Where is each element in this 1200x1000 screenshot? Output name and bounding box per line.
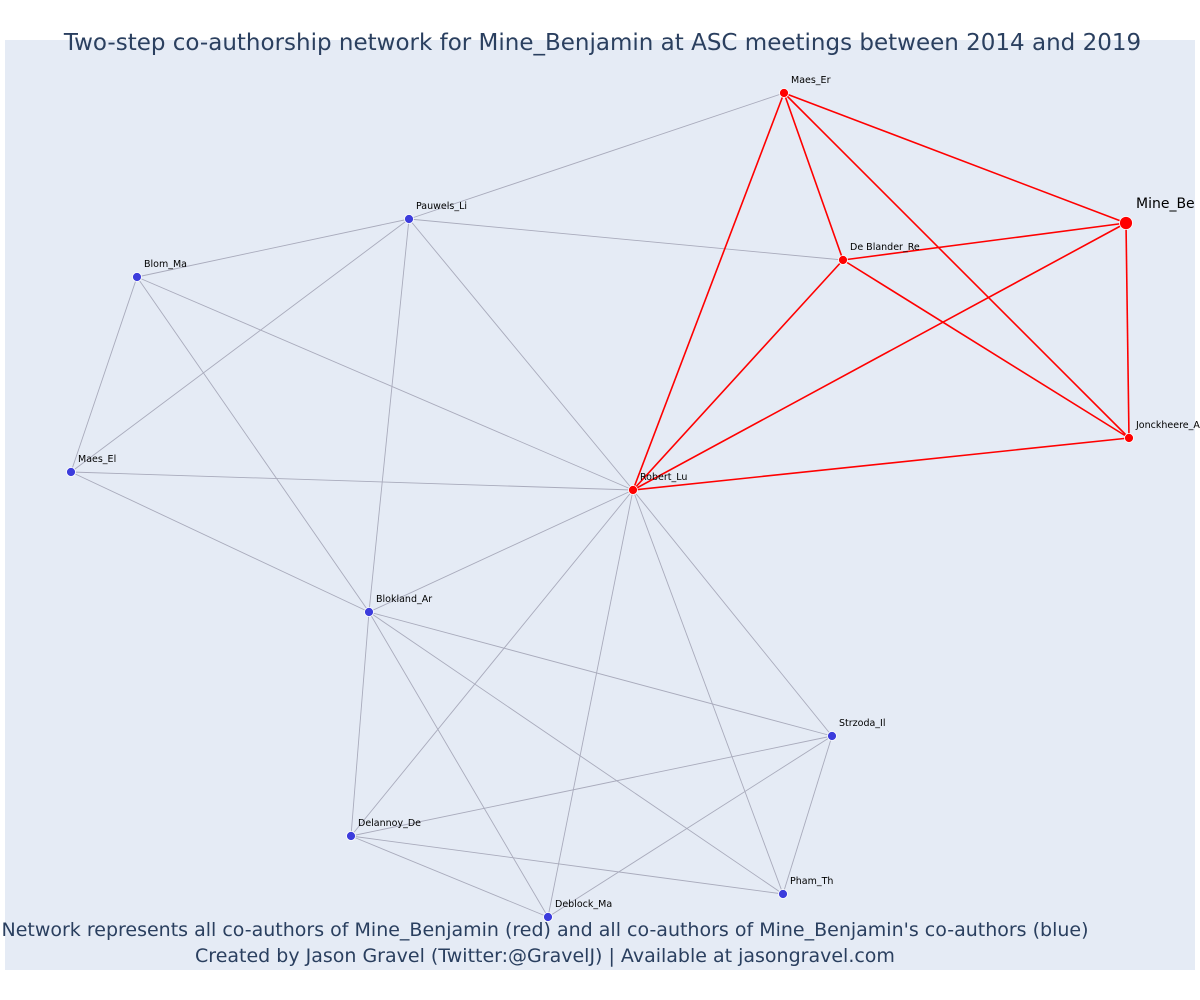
node-label-maes-er: Maes_Er [791, 75, 831, 86]
node-label-robert-lu: Robert_Lu [640, 472, 687, 483]
edge-pauwels-li-robert-lu [408, 218, 634, 491]
edge-pauwels-li-de-blander-re [408, 218, 844, 261]
node-label-mine-benjamin: Mine_Be [1136, 196, 1195, 212]
edge-maes-er-mine-benjamin [783, 92, 1127, 224]
caption-credit: Created by Jason Gravel (Twitter:@Gravel… [195, 945, 895, 967]
edge-mine-benjamin-jonckheere-a [1125, 222, 1130, 439]
edge-de-blander-re-mine-benjamin [842, 222, 1127, 261]
edge-de-blander-re-robert-lu [632, 259, 844, 491]
node-label-pauwels-li: Pauwels_Li [416, 201, 467, 212]
node-blokland-ar[interactable] [364, 607, 374, 617]
edge-maes-er-pauwels-li [408, 92, 785, 220]
edge-maes-er-de-blander-re [783, 92, 844, 261]
node-label-blokland-ar: Blokland_Ar [376, 594, 432, 605]
node-strzoda-il[interactable] [827, 731, 837, 741]
node-blom-ma[interactable] [132, 272, 142, 282]
edge-strzoda-il-pham-th [782, 735, 833, 895]
edge-blom-ma-blokland-ar [136, 276, 370, 613]
node-label-delannoy-de: Delannoy_De [358, 818, 421, 829]
node-maes-el[interactable] [66, 467, 76, 477]
node-label-strzoda-il: Strzoda_Il [839, 718, 886, 729]
edge-delannoy-de-deblock-ma [350, 835, 549, 918]
edge-maes-el-blokland-ar [70, 471, 370, 613]
node-maes-er[interactable] [779, 88, 789, 98]
node-robert-lu[interactable] [628, 485, 638, 495]
node-de-blander-re[interactable] [838, 255, 848, 265]
edge-robert-lu-pham-th [632, 489, 784, 895]
edge-blom-ma-robert-lu [136, 276, 634, 491]
chart-title: Two-step co-authorship network for Mine_… [63, 30, 1142, 56]
node-label-de-blander-re: De Blander_Re [850, 242, 920, 253]
edge-maes-er-robert-lu [632, 92, 785, 491]
edge-strzoda-il-deblock-ma [547, 735, 833, 918]
node-label-deblock-ma: Deblock_Ma [555, 899, 612, 910]
node-jonckheere-a[interactable] [1124, 433, 1134, 443]
node-label-maes-el: Maes_El [78, 454, 116, 465]
edge-strzoda-il-delannoy-de [350, 735, 833, 837]
edge-pauwels-li-maes-el [70, 218, 410, 473]
node-label-jonckheere-a: Jonckheere_A [1135, 420, 1200, 431]
edge-robert-lu-blokland-ar [368, 489, 634, 613]
edge-jonckheere-a-robert-lu [632, 437, 1130, 491]
edge-robert-lu-strzoda-il [632, 489, 833, 737]
edge-maes-el-robert-lu [70, 471, 634, 491]
edge-pauwels-li-blokland-ar [368, 218, 410, 613]
node-label-pham-th: Pham_Th [790, 876, 833, 887]
node-mine-benjamin[interactable] [1119, 216, 1133, 230]
edge-de-blander-re-jonckheere-a [842, 259, 1130, 439]
label-layer: Mine_Be Maes_Er De Blander_Re Jonckheere_A R… [78, 75, 1200, 910]
node-label-blom-ma: Blom_Ma [144, 259, 187, 270]
node-layer [66, 88, 1134, 922]
node-delannoy-de[interactable] [346, 831, 356, 841]
edge-delannoy-de-pham-th [350, 835, 784, 895]
edge-robert-lu-deblock-ma [547, 489, 634, 918]
node-pham-th[interactable] [778, 889, 788, 899]
edge-robert-lu-delannoy-de [350, 489, 634, 837]
edge-pauwels-li-blom-ma [136, 218, 410, 278]
edge-blokland-ar-deblock-ma [368, 611, 549, 918]
edge-blokland-ar-pham-th [368, 611, 784, 895]
edge-mine-benjamin-robert-lu [632, 222, 1127, 491]
node-pauwels-li[interactable] [404, 214, 414, 224]
edge-blokland-ar-strzoda-il [368, 611, 833, 737]
node-deblock-ma[interactable] [543, 912, 553, 922]
edge-layer [70, 92, 1130, 918]
edge-maes-er-jonckheere-a [783, 92, 1130, 439]
edge-blokland-ar-delannoy-de [350, 611, 370, 837]
caption-network-description: Network represents all co-authors of Min… [1, 919, 1089, 941]
edge-blom-ma-maes-el [70, 276, 138, 473]
